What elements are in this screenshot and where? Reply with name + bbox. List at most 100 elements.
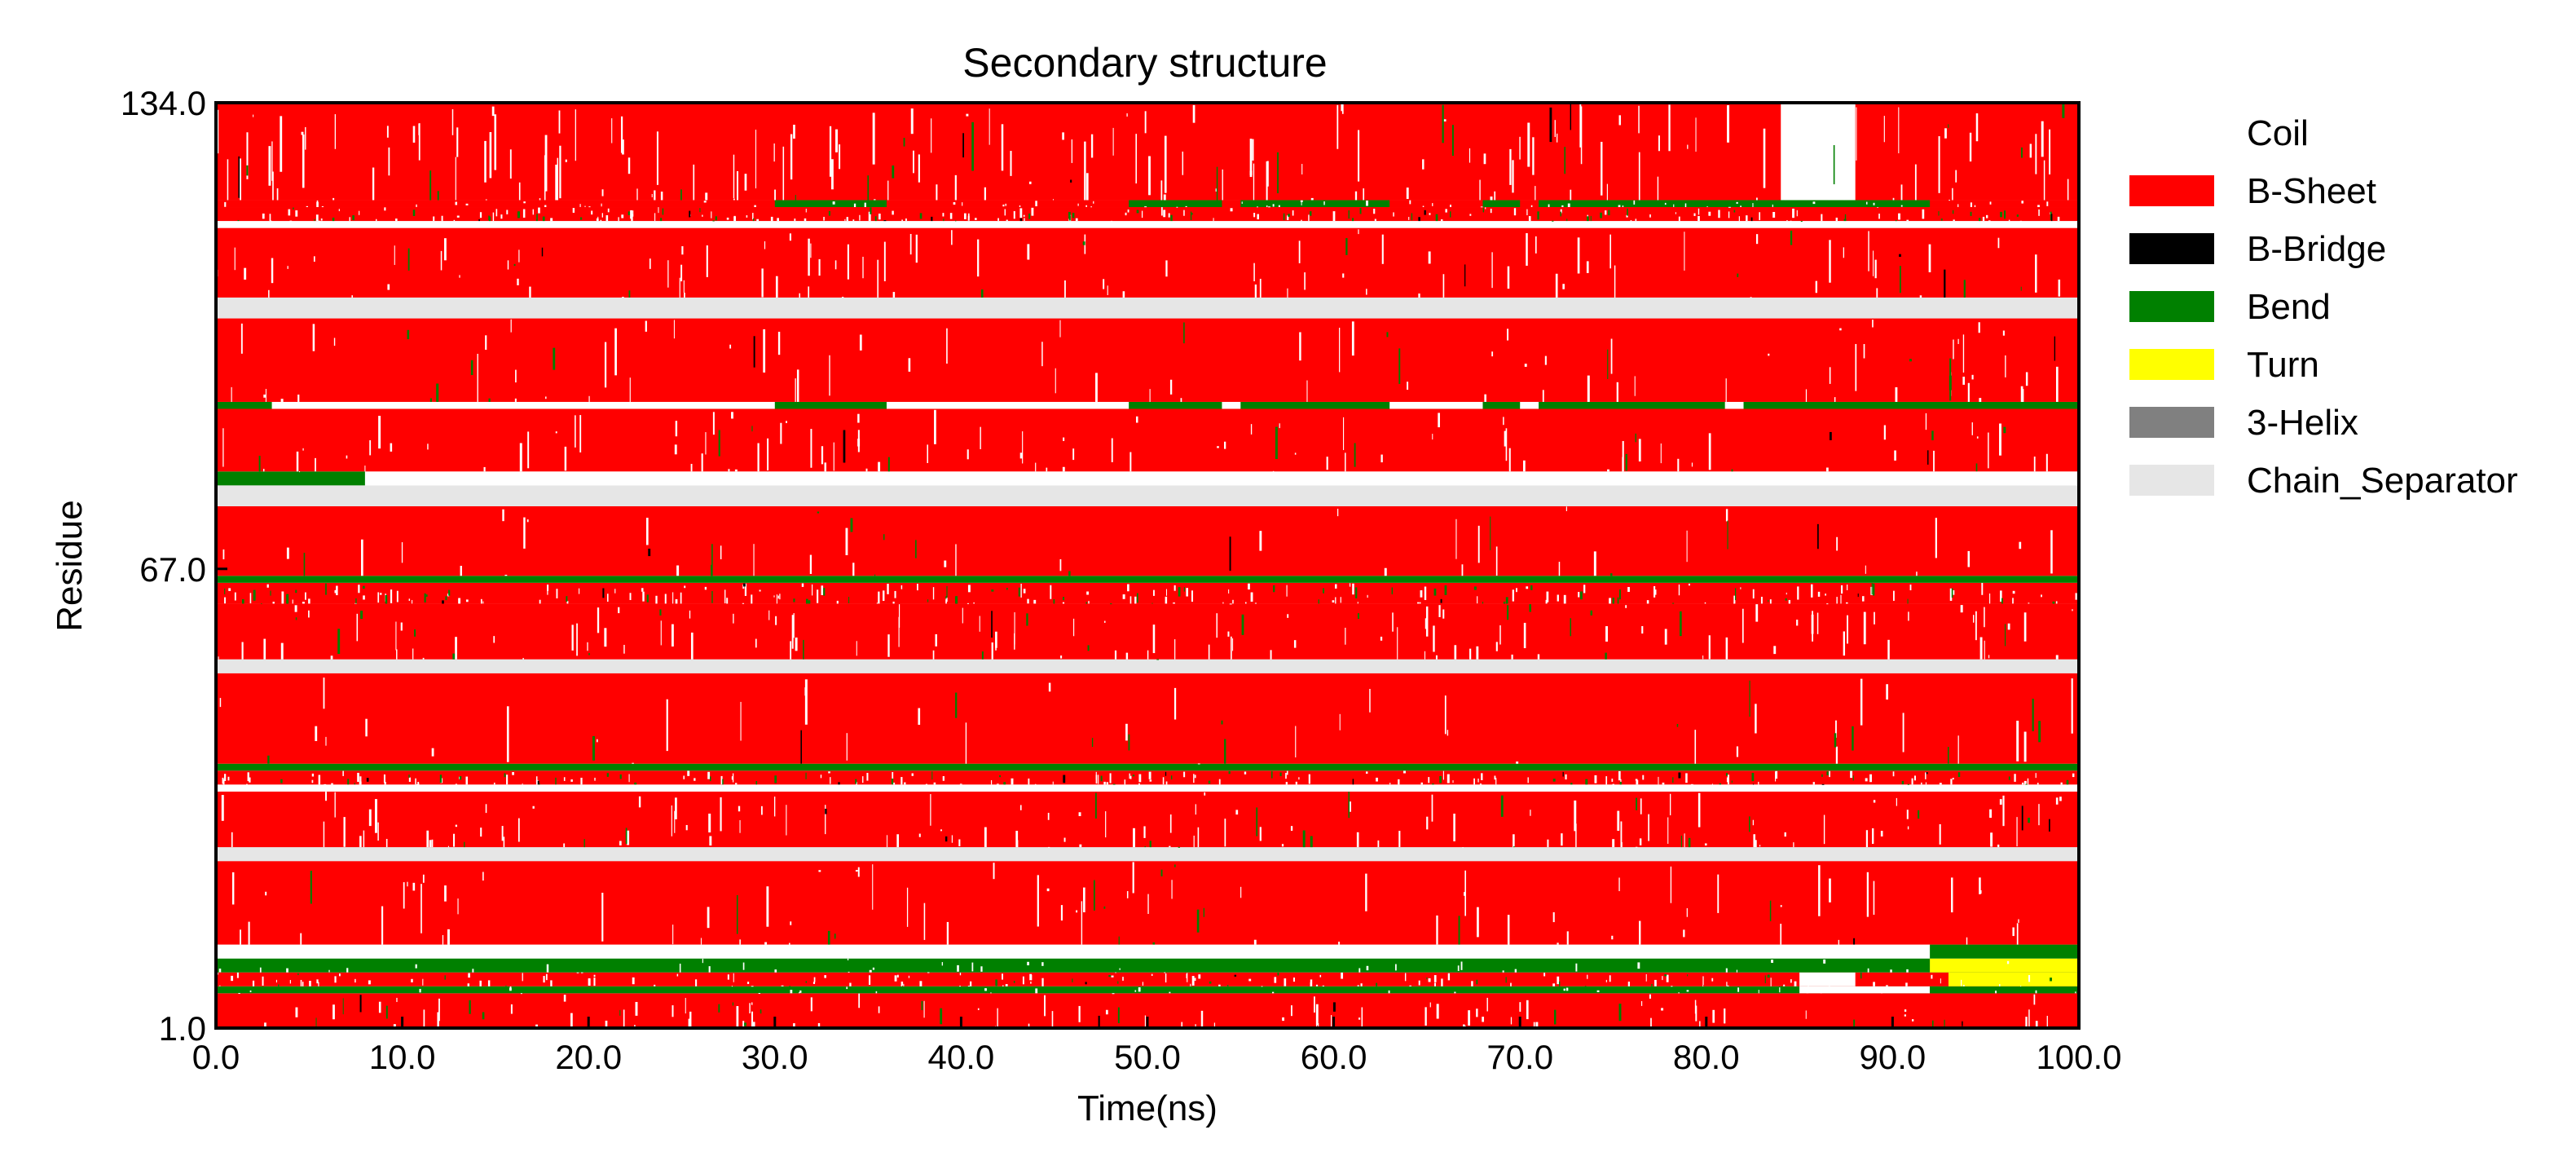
coil-flicker	[605, 1020, 608, 1028]
bend-flicker	[722, 779, 724, 785]
coil-flicker	[1274, 977, 1277, 983]
coil-flicker	[596, 218, 599, 222]
coil-flicker	[1331, 1015, 1332, 1028]
coil-flicker	[641, 588, 644, 592]
coil-flicker	[313, 256, 315, 263]
coil-flicker	[1544, 355, 1547, 365]
coil-flicker	[1248, 978, 1252, 982]
coil-flicker	[357, 772, 359, 783]
coil-flicker	[1041, 342, 1043, 367]
coil-flicker	[1357, 985, 1359, 986]
bend-flicker	[303, 553, 306, 576]
coil-flicker	[1811, 584, 1813, 598]
coil-flicker	[1755, 840, 1757, 848]
coil-flicker	[1872, 320, 1874, 328]
coil-flicker	[1173, 602, 1176, 604]
coil-flicker	[1409, 200, 1411, 205]
coil-flicker	[1433, 625, 1435, 652]
coil-flicker	[813, 977, 816, 982]
coil-flicker	[545, 396, 547, 399]
bend-flicker	[488, 216, 491, 222]
coil-flicker	[447, 929, 450, 945]
coil-flicker	[1740, 587, 1742, 589]
bend-flicker	[1026, 613, 1028, 626]
bend-flicker	[995, 979, 997, 986]
coil-flicker	[1010, 151, 1012, 176]
coil-flicker	[918, 708, 921, 725]
bend-flicker	[808, 600, 811, 604]
bend-flicker	[1900, 266, 1901, 294]
coil-flicker	[495, 209, 498, 217]
coil-flicker	[1114, 650, 1117, 660]
coil-flicker	[1711, 783, 1713, 785]
coil-flicker	[1429, 1002, 1431, 1008]
coil-flicker	[1366, 289, 1367, 295]
coil-flicker	[1742, 608, 1744, 643]
coil-flicker	[388, 147, 390, 176]
coil-flicker	[878, 591, 880, 604]
coil-flicker	[1611, 935, 1614, 940]
coil-flicker	[318, 775, 321, 785]
bend-flicker	[1507, 605, 1509, 620]
coil-flicker	[1428, 978, 1431, 982]
coil-flicker	[818, 870, 821, 872]
coil-flicker	[332, 1004, 335, 1020]
bend-flicker	[1442, 104, 1444, 143]
coil-flicker	[1612, 839, 1615, 848]
bend-flicker	[355, 598, 357, 604]
coil-flicker	[1999, 423, 2001, 456]
bend-flicker	[1733, 210, 1736, 213]
coil-flicker	[1640, 798, 1642, 814]
coil-flicker	[480, 598, 482, 604]
coil-flicker	[903, 983, 905, 986]
coil-flicker	[1869, 774, 1873, 783]
coil-flicker	[272, 602, 275, 604]
coil-flicker	[1658, 135, 1660, 152]
coil-flicker	[1090, 206, 1093, 208]
bend-flicker	[445, 596, 447, 601]
bend-flicker	[437, 191, 439, 201]
bend-flicker	[1826, 771, 1829, 775]
coil-flicker	[1019, 208, 1023, 218]
coil-flicker	[1849, 986, 1852, 992]
coil-flicker	[312, 324, 315, 351]
band-base	[216, 207, 2079, 222]
coil-flicker	[817, 1022, 821, 1028]
coil-flicker	[1617, 810, 1620, 832]
coil-flicker	[465, 776, 469, 785]
coil-flicker	[913, 150, 914, 174]
bend-flicker	[1853, 938, 1856, 945]
coil-flicker	[417, 782, 420, 785]
coil-flicker	[1028, 181, 1032, 184]
coil-flicker	[1473, 778, 1475, 785]
band-base	[216, 576, 2079, 583]
coil-flicker	[522, 973, 523, 982]
coil-flicker	[1614, 265, 1616, 298]
coil-flicker	[1127, 584, 1129, 592]
coil-flicker	[1733, 595, 1736, 604]
coil-flicker	[1694, 730, 1697, 764]
coil-flicker	[808, 286, 810, 298]
legend-entry: Coil	[2129, 113, 2309, 153]
coil-flicker	[221, 795, 224, 821]
coil-flicker	[422, 657, 425, 660]
bend-flicker	[1006, 588, 1008, 590]
coil-flicker	[777, 331, 781, 355]
bend-flicker	[1513, 846, 1515, 848]
coil-flicker	[1204, 792, 1206, 796]
legend-label: Coil	[2247, 113, 2309, 153]
coil-flicker	[1112, 127, 1114, 156]
coil-flicker	[1960, 605, 1963, 613]
bend-flicker	[1834, 733, 1837, 748]
coil-flicker	[1253, 263, 1255, 282]
coil-flicker	[1285, 773, 1287, 779]
band-segment	[1482, 200, 1521, 208]
coil-flicker	[512, 771, 514, 775]
coil-flicker	[527, 431, 530, 469]
coil-flicker	[1949, 588, 1953, 601]
bend-flicker	[1165, 771, 1167, 776]
coil-flicker	[262, 976, 264, 986]
bend-flicker	[261, 603, 262, 605]
coil-flicker	[1286, 770, 1288, 775]
band-base	[216, 227, 2079, 298]
